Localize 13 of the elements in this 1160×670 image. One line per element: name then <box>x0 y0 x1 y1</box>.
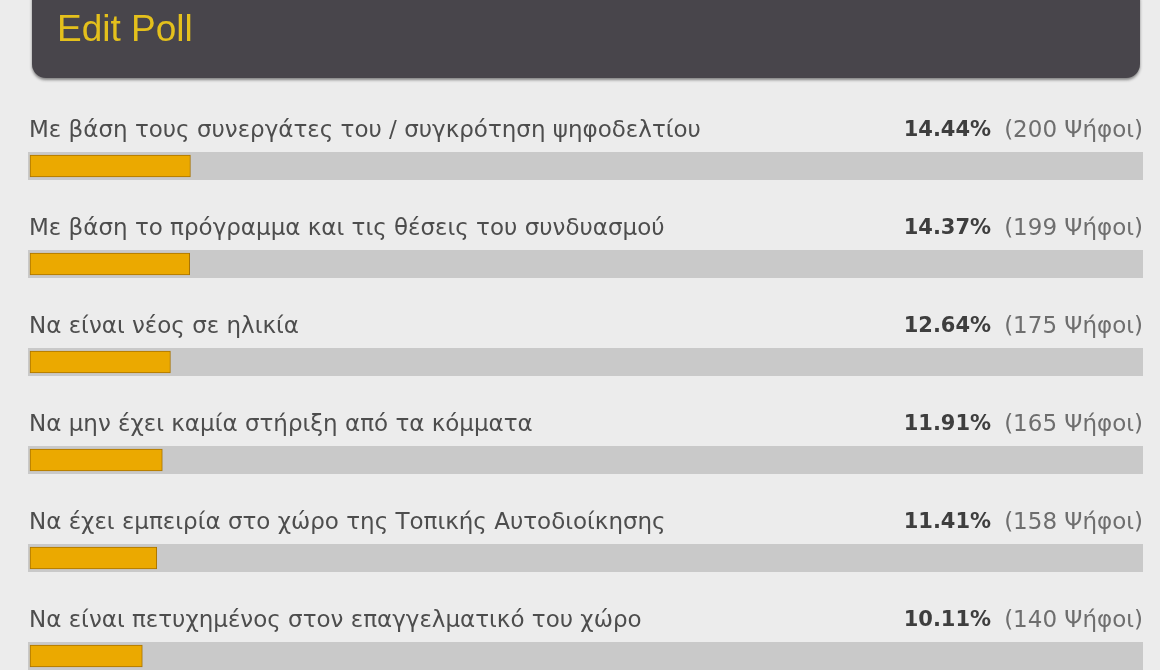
y-tick-label: Με βάση το πρόγραμμα και τις θέσεις του συνδυασμού <box>29 213 665 240</box>
data-label: 11.41% (158 Ψήφοι) <box>903 507 1144 534</box>
y-tick-label: Να έχει εμπειρία στο χώρο της Τοπικής Αυτοδιοίκησης <box>29 507 666 534</box>
data-label: 10.11% (140 Ψήφοι) <box>903 605 1144 632</box>
y-tick-label: Να είναι πετυχημένος στον επαγγελματικό του χώρο <box>29 605 642 632</box>
y-tick-label: Να είναι νέος σε ηλικία <box>29 311 299 338</box>
y-tick-label: Με βάση τους συνεργάτες του / συγκρότηση ψηφοδελτίου <box>29 115 701 142</box>
y-tick-label: Να μην έχει καμία στήριξη από τα κόμματα <box>29 409 533 436</box>
data-label: 12.64% (175 Ψήφοι) <box>903 311 1144 338</box>
data-label: 14.44% (200 Ψήφοι) <box>903 115 1144 142</box>
chart-title: Edit Poll <box>57 8 193 49</box>
data-label: 11.91% (165 Ψήφοι) <box>903 409 1144 436</box>
data-label: 14.37% (199 Ψήφοι) <box>903 213 1144 240</box>
